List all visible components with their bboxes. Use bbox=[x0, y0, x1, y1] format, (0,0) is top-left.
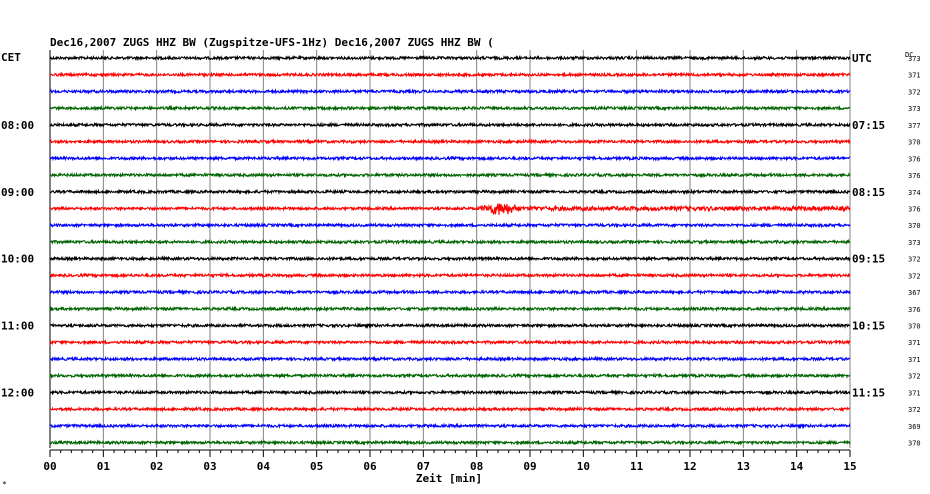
dc-offset-label: 372 bbox=[908, 256, 921, 264]
trace-line bbox=[49, 405, 851, 413]
x-tick-label: 04 bbox=[257, 460, 271, 473]
x-tick-label: 10 bbox=[577, 460, 590, 473]
left-time-label: 09:00 bbox=[1, 186, 34, 199]
corner-mark: * bbox=[2, 480, 7, 489]
dc-offset-label: 371 bbox=[908, 72, 921, 80]
x-tick-label: 02 bbox=[150, 460, 163, 473]
x-tick-label: 01 bbox=[97, 460, 111, 473]
cet-zone-label: CET bbox=[1, 51, 21, 64]
trace-line bbox=[49, 71, 851, 79]
right-time-label: 09:15 bbox=[852, 253, 885, 266]
dc-offset-label: 371 bbox=[908, 356, 921, 364]
x-tick-label: 14 bbox=[790, 460, 804, 473]
trace-line bbox=[49, 288, 851, 296]
x-tick-label: 13 bbox=[737, 460, 750, 473]
trace-line bbox=[49, 238, 851, 246]
trace-line bbox=[49, 338, 851, 346]
right-time-label: 07:15 bbox=[852, 119, 885, 132]
trace-line bbox=[49, 271, 851, 279]
trace-line bbox=[49, 171, 851, 179]
dc-offset-label: 372 bbox=[908, 272, 921, 280]
left-time-label: 10:00 bbox=[1, 253, 34, 266]
dc-offset-label: 369 bbox=[908, 423, 921, 431]
left-time-label: 12:00 bbox=[1, 386, 34, 399]
dc-offset-label: 370 bbox=[908, 323, 921, 331]
trace-line bbox=[49, 372, 851, 380]
x-tick-label: 06 bbox=[363, 460, 377, 473]
dc-offset-label: 371 bbox=[908, 339, 921, 347]
dc-offset-label: 373 bbox=[908, 105, 921, 113]
trace-line bbox=[49, 203, 851, 216]
x-tick-label: 11 bbox=[630, 460, 644, 473]
trace-line bbox=[49, 138, 851, 146]
right-time-label: 11:15 bbox=[852, 386, 885, 399]
right-time-label: 10:15 bbox=[852, 320, 885, 333]
right-time-labels: UTC 07:15 08:15 09:15 10:15 11:15 bbox=[852, 52, 885, 399]
dc-offset-label: 376 bbox=[908, 205, 921, 213]
trace-line bbox=[49, 422, 851, 430]
dc-offset-label: 367 bbox=[908, 289, 921, 297]
dc-offset-label: 372 bbox=[908, 406, 921, 414]
x-tick-label: 15 bbox=[843, 460, 856, 473]
dc-offset-labels: 373 371 372 373 377 370 376 376 374 376 370 373 372 3… bbox=[908, 55, 921, 448]
trace-line bbox=[49, 221, 851, 229]
trace-line bbox=[49, 305, 851, 313]
dc-offset-label: 374 bbox=[908, 189, 921, 197]
dc-offset-label: 372 bbox=[908, 88, 921, 96]
trace-line bbox=[49, 355, 851, 363]
x-tick-label: 03 bbox=[203, 460, 216, 473]
chart-header: Dec16,2007 ZUGS HHZ BW (Zugspitze-UFS-1H… bbox=[50, 36, 494, 49]
trace-line bbox=[49, 104, 851, 112]
dc-column-header: DC bbox=[905, 51, 913, 59]
trace-line bbox=[49, 255, 851, 263]
trace-line bbox=[49, 88, 851, 95]
x-tick-label: 09 bbox=[523, 460, 536, 473]
x-tick-label: 08 bbox=[470, 460, 483, 473]
trace-line bbox=[49, 389, 851, 396]
trace-line bbox=[49, 188, 851, 196]
x-tick-label: 07 bbox=[417, 460, 430, 473]
left-time-label: 11:00 bbox=[1, 320, 34, 333]
traces bbox=[49, 54, 851, 446]
grid bbox=[49, 50, 851, 448]
dc-offset-label: 376 bbox=[908, 172, 921, 180]
dc-offset-label: 370 bbox=[908, 139, 921, 147]
dc-offset-label: 373 bbox=[908, 55, 921, 63]
dc-offset-label: 376 bbox=[908, 155, 921, 163]
dc-offset-label: 372 bbox=[908, 373, 921, 381]
trace-line bbox=[49, 54, 851, 62]
trace-line bbox=[49, 154, 851, 162]
x-tick-label: 12 bbox=[683, 460, 696, 473]
trace-line bbox=[49, 439, 851, 446]
dc-offset-label: 376 bbox=[908, 306, 921, 314]
x-tick-label: 00 bbox=[43, 460, 56, 473]
right-time-label: 08:15 bbox=[852, 186, 885, 199]
trace-line bbox=[49, 322, 851, 329]
trace-line bbox=[49, 121, 851, 129]
x-axis-label: Zeit [min] bbox=[416, 472, 482, 485]
left-time-label: 08:00 bbox=[1, 119, 34, 132]
dc-offset-label: 377 bbox=[908, 122, 921, 130]
left-time-labels: 08:00 09:00 10:00 11:00 12:00 bbox=[1, 119, 34, 400]
dc-offset-label: 373 bbox=[908, 239, 921, 247]
dc-offset-label: 370 bbox=[908, 222, 921, 230]
dc-offset-label: 370 bbox=[908, 440, 921, 448]
x-tick-label: 05 bbox=[310, 460, 323, 473]
right-time-label: UTC bbox=[852, 52, 872, 65]
dc-offset-label: 371 bbox=[908, 389, 921, 397]
x-axis: 00 01 02 03 04 05 06 07 08 09 10 11 12 13 14 15 bbox=[43, 449, 857, 473]
